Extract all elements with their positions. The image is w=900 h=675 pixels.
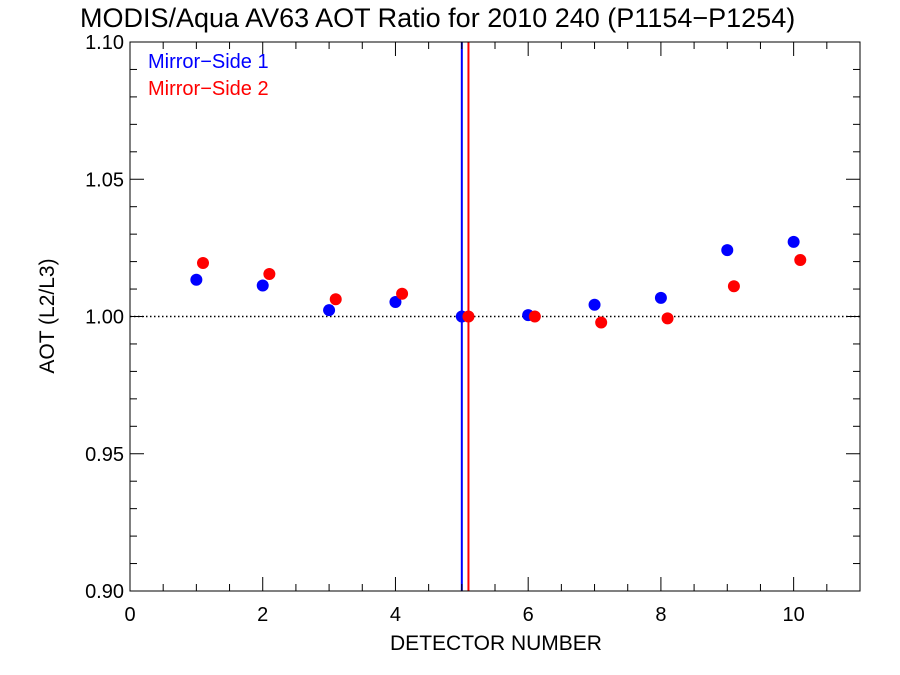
x-tick-label: 8 (655, 604, 666, 626)
x-tick-label: 10 (783, 604, 805, 626)
data-point-series-2 (197, 256, 209, 269)
x-tick-label: 2 (257, 604, 268, 626)
data-point-series-2 (329, 293, 342, 306)
x-tick-label: 4 (390, 604, 401, 626)
y-tick-label: 0.90 (85, 581, 124, 603)
legend: Mirror−Side 1 Mirror−Side 2 (148, 51, 269, 100)
data-point-series-2 (396, 287, 409, 300)
data-point-series-2 (727, 280, 740, 293)
y-tick-label: 1.05 (85, 169, 124, 191)
data-point-series-2 (462, 310, 475, 323)
data-points (190, 235, 807, 329)
data-point-series-1 (389, 295, 402, 308)
legend-entry-series-1: Mirror−Side 1 (148, 51, 269, 73)
x-tick-label: 0 (124, 604, 135, 626)
data-point-series-1 (256, 279, 269, 292)
reference-lines (130, 42, 860, 591)
y-axis-label: AOT (L2/L3) (36, 258, 59, 373)
plot-axes: 0 2 4 6 8 10 0.90 0.95 1.00 1.05 1.10 (85, 32, 861, 626)
data-point-series-1 (588, 298, 601, 311)
data-point-series-1 (654, 291, 667, 304)
legend-entry-series-2: Mirror−Side 2 (148, 78, 269, 100)
y-tick-label: 1.10 (85, 32, 124, 54)
data-point-series-1 (190, 273, 203, 286)
data-point-series-1 (721, 244, 734, 257)
x-axis-label: DETECTOR NUMBER (390, 632, 602, 655)
data-point-series-2 (661, 312, 674, 325)
y-tick-label: 0.95 (85, 444, 124, 466)
chart-title: MODIS/Aqua AV63 AOT Ratio for 2010 240 (… (80, 3, 795, 33)
x-tick-label: 6 (523, 604, 534, 626)
data-point-series-2 (794, 253, 807, 266)
data-point-series-2 (263, 267, 276, 280)
data-point-series-2 (528, 310, 541, 323)
y-tick-label: 1.00 (85, 307, 124, 329)
data-point-series-2 (595, 316, 608, 329)
data-point-series-1 (787, 235, 800, 248)
data-point-series-1 (323, 304, 336, 317)
